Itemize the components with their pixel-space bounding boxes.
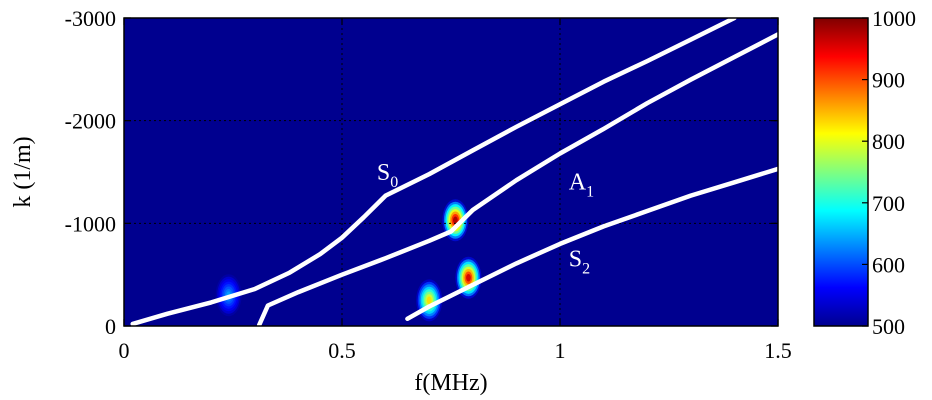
colorbar-tick-label: 1000 [872,6,916,31]
colorbar-tick-label: 700 [872,191,905,216]
curve-s0 [130,18,737,326]
curve-layer [130,18,778,326]
y-tick-label: 0 [105,314,116,339]
colorbar [813,17,869,327]
tick-layer: 0 0.5 1 1.5 0 -1000 -2000 -3000 [65,6,792,363]
y-tick-label: -2000 [65,109,116,134]
y-tick-label: -3000 [65,6,116,31]
y-tick-label: -1000 [65,211,116,236]
mode-label-layer: S0 A1 S2 [377,160,594,277]
curve-s2 [405,166,778,322]
plot-frame [123,17,779,327]
colorbar-tick-label: 900 [872,68,905,93]
x-axis-label: f(MHz) [414,370,487,396]
x-tick-label: 1.5 [764,338,792,363]
x-tick-label: 0.5 [328,338,356,363]
x-tick-label: 0 [119,338,130,363]
plot-background [124,18,778,326]
x-tick-label: 1 [555,338,566,363]
colorbar-tick-label: 800 [872,129,905,154]
mode-label: A1 [569,169,594,200]
mode-label: S0 [377,160,398,191]
y-axis-label: k (1/m) [10,136,36,207]
colorbar-tick-label: 600 [872,252,905,277]
mode-label: S2 [569,246,590,277]
colorbar-ticks: 500 600 700 800 900 1000 [862,6,916,339]
curve-a1 [256,32,778,326]
colorbar-tick-label: 500 [872,314,905,339]
